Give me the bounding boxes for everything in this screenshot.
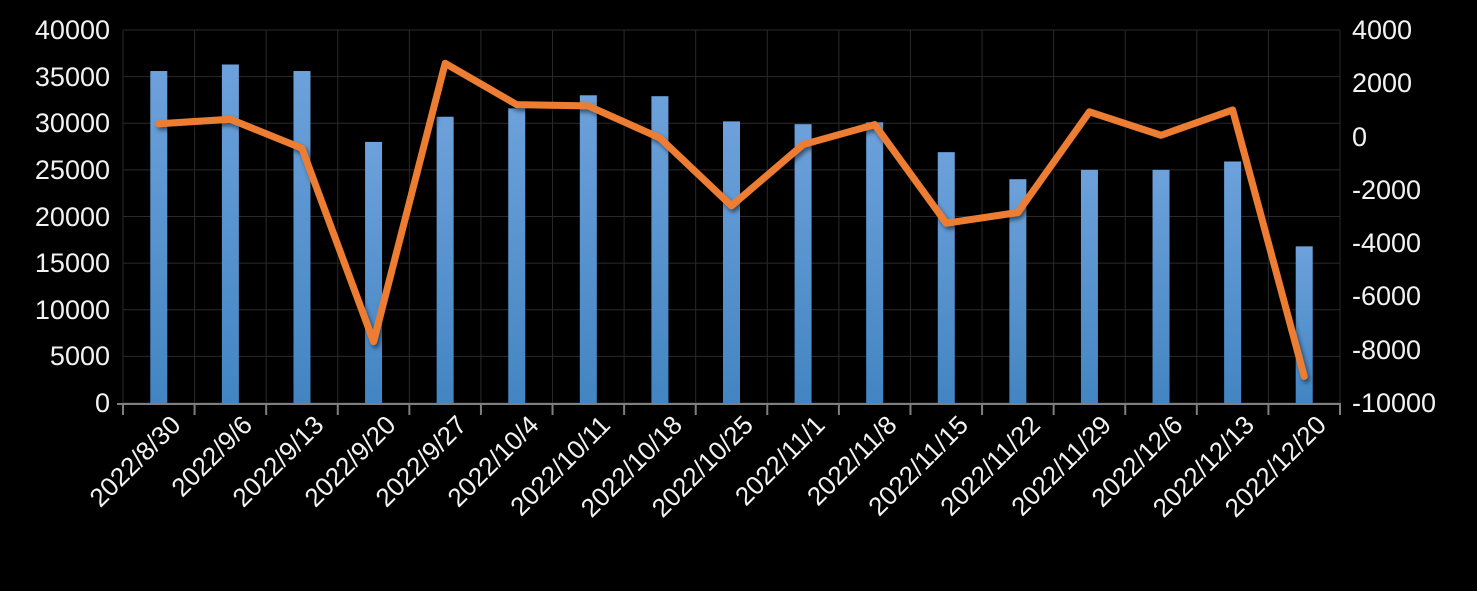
bar <box>221 64 239 403</box>
bar-series <box>150 64 1313 404</box>
bar <box>723 121 740 403</box>
y-axis-right-tick-label: 2000 <box>1352 68 1413 99</box>
y-axis-left-tick-label: 20000 <box>34 201 110 232</box>
y-axis-left-tick-label: 5000 <box>49 341 110 372</box>
y-axis-left-tick-label: 30000 <box>34 108 110 139</box>
x-axis <box>117 403 1341 415</box>
bar <box>1080 169 1098 403</box>
y-axis-right-tick-label: -4000 <box>1352 228 1422 259</box>
y-axis-right-tick-label: -10000 <box>1352 388 1437 418</box>
y-axis-right-tick-label: -2000 <box>1352 174 1422 205</box>
bar <box>1152 169 1170 403</box>
y-axis-left-tick-label: 10000 <box>34 294 110 325</box>
y-axis-left-tick-label: 40000 <box>34 15 110 45</box>
y-axis-right-tick-label: -6000 <box>1352 281 1422 312</box>
y-axis-left-tick-label: 35000 <box>34 61 110 92</box>
y-axis-right-tick-label: -8000 <box>1352 334 1422 365</box>
bar <box>436 116 454 403</box>
bar <box>1224 161 1242 403</box>
bar <box>794 124 812 404</box>
trend-line <box>155 59 1308 380</box>
y-axis-right-tick-label: 4000 <box>1352 15 1413 45</box>
y-axis-right-tick-label: 0 <box>1352 121 1368 152</box>
bar <box>866 122 884 403</box>
bar <box>651 96 669 404</box>
bar <box>293 71 311 403</box>
bar <box>508 108 526 403</box>
bar <box>365 141 383 403</box>
bar <box>1009 179 1027 403</box>
y-axis-left-tick-label: 0 <box>94 388 110 418</box>
y-axis-left-tick-label: 25000 <box>34 154 110 185</box>
y-axis-left-tick-label: 15000 <box>34 248 110 279</box>
bar <box>937 152 955 403</box>
bar <box>150 71 168 403</box>
bar <box>579 95 597 404</box>
